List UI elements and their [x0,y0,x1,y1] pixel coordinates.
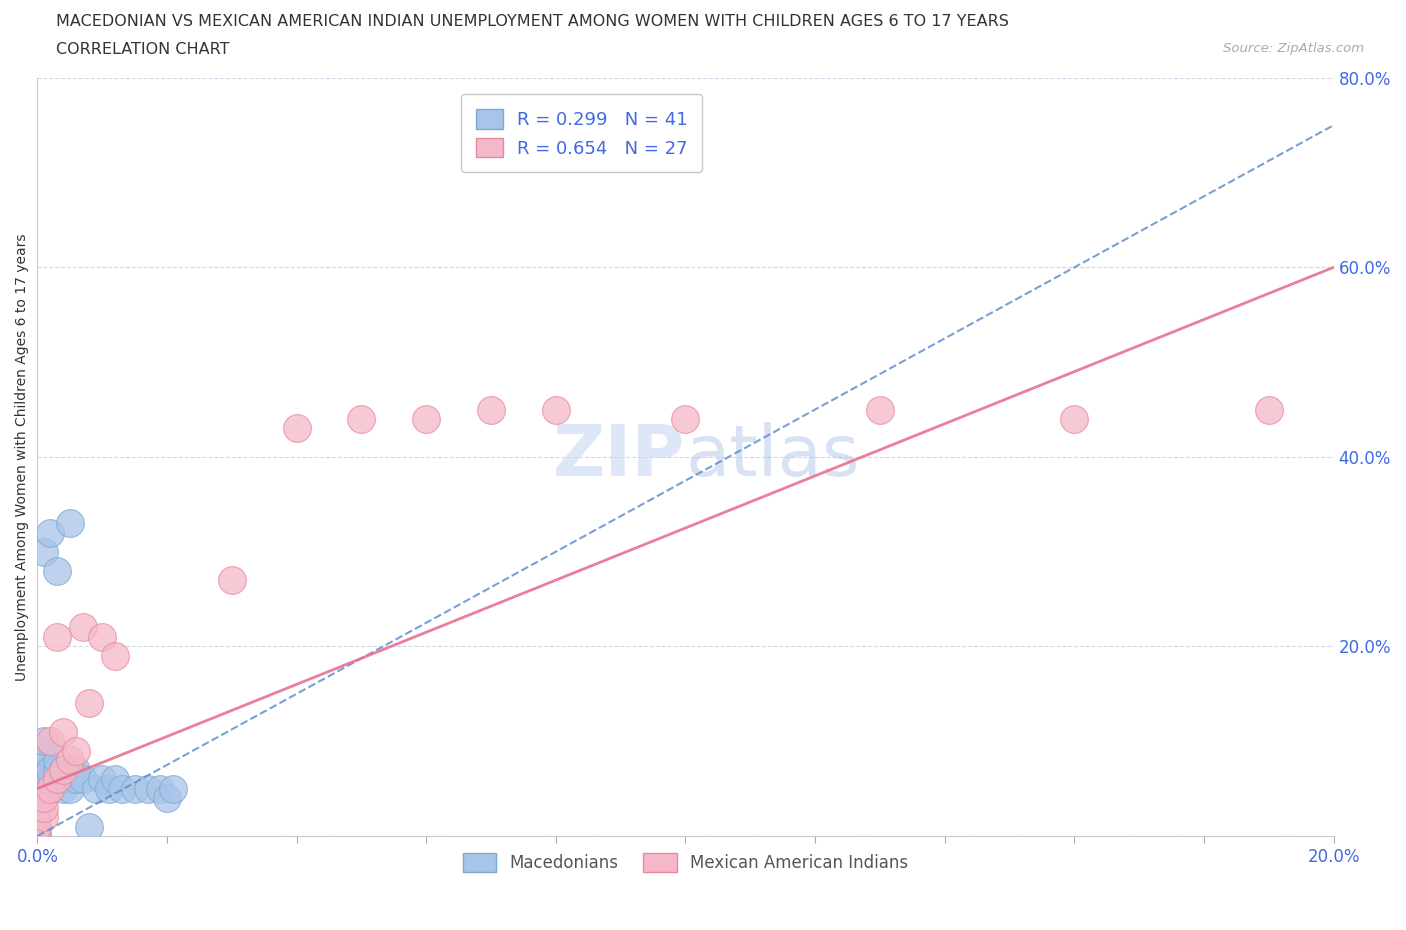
Point [52,781,75,796]
Point [32,810,55,825]
Point [32,752,55,767]
Point [27,819,49,834]
Point [27,819,49,834]
Point [32,734,55,749]
Point [27,800,49,815]
Point [124,781,146,796]
Text: Source: ZipAtlas.com: Source: ZipAtlas.com [1223,42,1364,55]
Point [91,772,114,787]
Point [52,772,75,787]
Text: ZIP: ZIP [553,422,686,491]
Point [544,402,567,417]
Legend: Macedonians, Mexican American Indians: Macedonians, Mexican American Indians [454,844,917,881]
Point [91,630,114,644]
Point [59,781,82,796]
Point [27,829,49,844]
Point [97,781,120,796]
Point [39,734,62,749]
Point [27,829,49,844]
Point [415,412,437,427]
Point [45,752,67,767]
Point [675,412,697,427]
Text: MACEDONIAN VS MEXICAN AMERICAN INDIAN UNEMPLOYMENT AMONG WOMEN WITH CHILDREN AGE: MACEDONIAN VS MEXICAN AMERICAN INDIAN UN… [56,14,1010,29]
Text: atlas: atlas [686,422,860,491]
Point [32,743,55,758]
Point [32,544,55,559]
Point [45,630,67,644]
Point [104,772,127,787]
Point [136,781,159,796]
Point [221,573,243,588]
Point [32,772,55,787]
Point [39,772,62,787]
Point [104,648,127,663]
Y-axis label: Unemployment Among Women with Children Ages 6 to 17 years: Unemployment Among Women with Children A… [15,233,30,681]
Point [149,781,172,796]
Point [59,516,82,531]
Point [1257,402,1279,417]
Point [52,763,75,777]
Point [65,772,87,787]
Point [110,781,132,796]
Point [45,772,67,787]
Point [77,696,100,711]
Point [27,829,49,844]
Point [479,402,502,417]
Point [52,763,75,777]
Point [39,525,62,540]
Point [45,772,67,787]
Point [27,819,49,834]
Point [32,790,55,805]
Point [32,800,55,815]
Point [72,620,94,635]
Point [27,810,49,825]
Point [285,421,308,436]
Point [77,819,100,834]
Point [1063,412,1085,427]
Point [65,763,87,777]
Point [84,781,107,796]
Point [350,412,373,427]
Point [65,743,87,758]
Point [162,781,184,796]
Text: CORRELATION CHART: CORRELATION CHART [56,42,229,57]
Point [27,781,49,796]
Point [39,781,62,796]
Point [156,790,179,805]
Point [52,724,75,739]
Point [45,564,67,578]
Point [869,402,891,417]
Point [39,781,62,796]
Point [39,763,62,777]
Point [27,790,49,805]
Point [59,752,82,767]
Point [45,763,67,777]
Point [27,810,49,825]
Point [72,772,94,787]
